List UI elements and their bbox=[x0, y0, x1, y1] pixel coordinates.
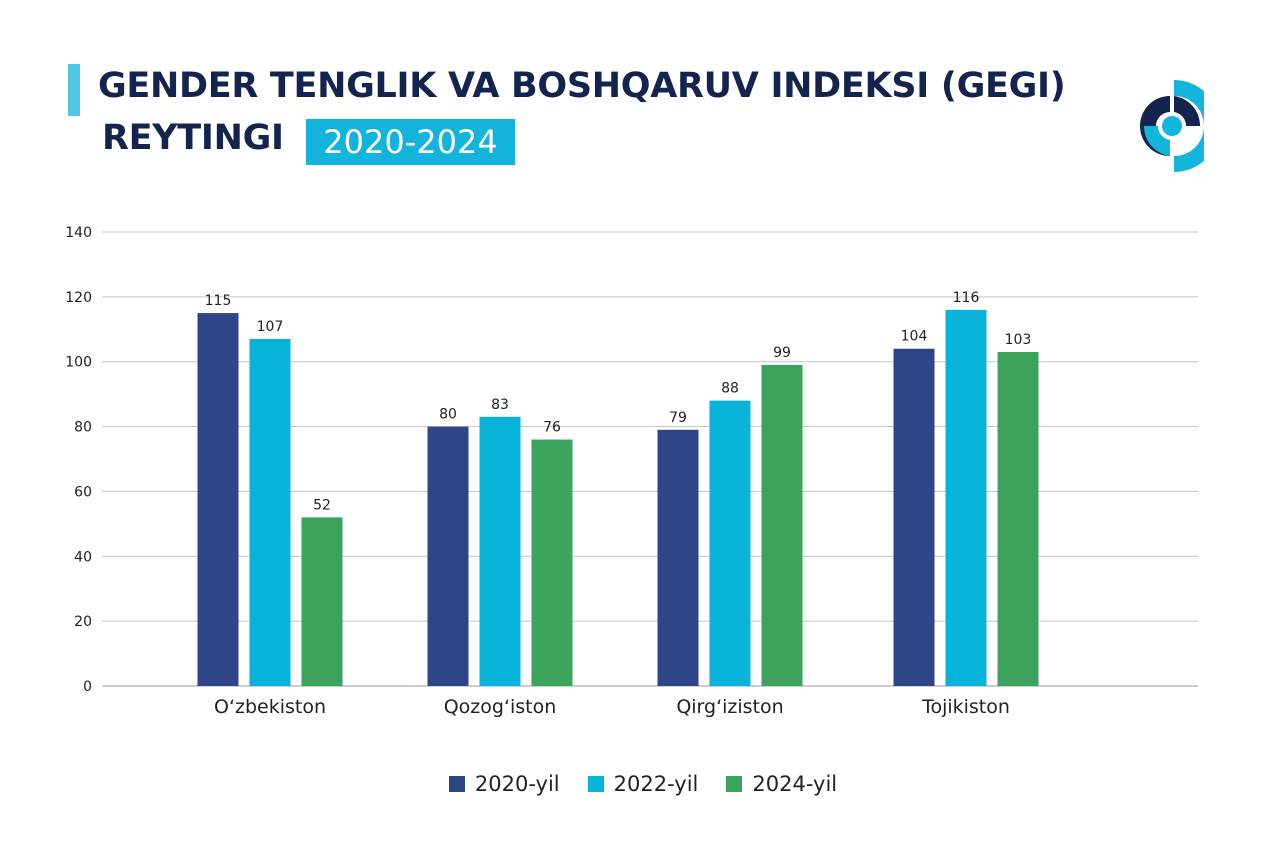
bar bbox=[997, 351, 1039, 686]
legend-swatch-2024 bbox=[726, 776, 743, 792]
bar bbox=[945, 309, 987, 686]
y-tick-label: 0 bbox=[83, 679, 92, 695]
bar bbox=[761, 364, 803, 686]
bar bbox=[249, 339, 291, 686]
y-tick-label: 140 bbox=[65, 225, 92, 241]
legend-item-2022: 2022-yil bbox=[587, 772, 699, 796]
y-tick-label: 100 bbox=[65, 355, 92, 371]
title-accent-bar bbox=[68, 64, 80, 116]
y-tick-label: 60 bbox=[74, 484, 92, 500]
y-tick-label: 40 bbox=[74, 549, 92, 565]
x-tick-label: Qozog‘iston bbox=[444, 696, 557, 718]
legend-label-2024: 2024-yil bbox=[752, 772, 838, 796]
data-label: 83 bbox=[491, 397, 509, 413]
data-label: 103 bbox=[1005, 332, 1032, 348]
logo-top-right-arc bbox=[1174, 96, 1201, 126]
bar bbox=[301, 517, 343, 686]
legend-label-2020: 2020-yil bbox=[474, 772, 560, 796]
logo-center-dot bbox=[1162, 116, 1182, 136]
bar bbox=[479, 416, 521, 686]
y-tick-label: 120 bbox=[65, 290, 92, 306]
bar bbox=[709, 400, 751, 686]
year-range-badge: 2020-2024 bbox=[306, 119, 515, 165]
data-label: 52 bbox=[313, 497, 331, 513]
chart-title-line2: REYTINGI bbox=[102, 118, 284, 158]
data-label: 76 bbox=[543, 420, 561, 436]
logo-bottom-left-arc bbox=[1143, 126, 1170, 156]
bar bbox=[893, 348, 935, 686]
bar bbox=[531, 439, 573, 686]
data-label: 79 bbox=[669, 410, 687, 426]
x-tick-label: O‘zbekiston bbox=[214, 696, 326, 718]
bar bbox=[427, 426, 469, 686]
legend-swatch-2020 bbox=[448, 776, 465, 792]
legend-label-2022: 2022-yil bbox=[613, 772, 699, 796]
bar bbox=[197, 313, 239, 686]
data-label: 99 bbox=[773, 345, 791, 361]
y-tick-label: 80 bbox=[74, 420, 92, 436]
y-tick-label: 20 bbox=[74, 614, 92, 630]
data-label: 115 bbox=[205, 293, 232, 309]
organization-logo-icon bbox=[1140, 80, 1204, 172]
data-label: 116 bbox=[953, 290, 980, 306]
logo-right-arc bbox=[1174, 80, 1204, 172]
chart-title: GENDER TENGLIK VA BOSHQARUV INDEKSI (GEG… bbox=[98, 66, 1066, 106]
data-label: 104 bbox=[901, 329, 928, 345]
legend-swatch-2022 bbox=[587, 776, 604, 792]
chart-legend: 2020-yil 2022-yil 2024-yil bbox=[0, 772, 1280, 796]
bar bbox=[657, 429, 699, 686]
data-label: 107 bbox=[257, 319, 284, 335]
legend-item-2020: 2020-yil bbox=[448, 772, 560, 796]
data-label: 80 bbox=[439, 407, 457, 423]
legend-item-2024: 2024-yil bbox=[726, 772, 837, 796]
x-tick-label: Qirg‘iziston bbox=[676, 696, 783, 718]
x-tick-label: Tojikiston bbox=[921, 696, 1010, 718]
data-label: 88 bbox=[721, 381, 739, 397]
